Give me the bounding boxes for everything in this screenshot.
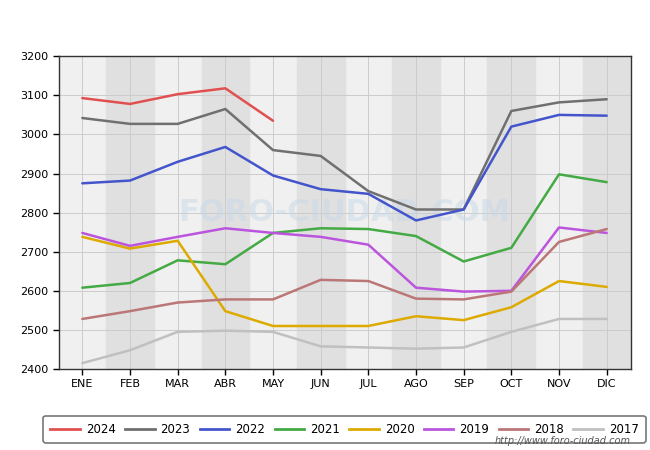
- Text: http://www.foro-ciudad.com: http://www.foro-ciudad.com: [495, 436, 630, 446]
- Bar: [392, 56, 440, 369]
- Bar: [106, 56, 154, 369]
- Bar: [583, 56, 630, 369]
- Text: FORO-CIUDAD.COM: FORO-CIUDAD.COM: [179, 198, 510, 227]
- Text: Afiliados en Valdemorillo a 31/5/2024: Afiliados en Valdemorillo a 31/5/2024: [170, 14, 480, 33]
- Bar: [297, 56, 344, 369]
- Legend: 2024, 2023, 2022, 2021, 2020, 2019, 2018, 2017: 2024, 2023, 2022, 2021, 2020, 2019, 2018…: [44, 415, 645, 443]
- Bar: [488, 56, 535, 369]
- Bar: [202, 56, 249, 369]
